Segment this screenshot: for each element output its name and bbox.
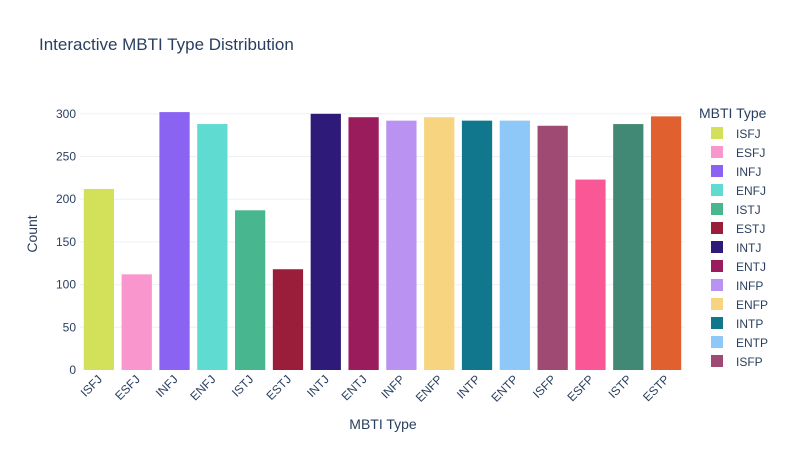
bar-esfp[interactable] <box>575 179 606 370</box>
bar-entp[interactable] <box>499 120 530 371</box>
x-ticks-layer: ISFJ ESFJ INFJ ENFJ ISTJ ESTJ INTJ ENTJ INFP ENFP… <box>78 372 673 405</box>
bar-esfj[interactable] <box>121 274 152 370</box>
y-tick-label: 0 <box>69 363 76 377</box>
x-tick-label: INTP <box>454 372 483 401</box>
legend-swatch <box>711 203 723 215</box>
x-tick-label: ENTJ <box>339 372 370 403</box>
legend: ISFJ ESFJ INFJ ENFJ ISTJ ESTJ INTJ ENTJ INFP ENFP… <box>711 127 768 369</box>
bar-infp[interactable] <box>386 120 417 371</box>
legend-label: ESTJ <box>736 222 765 236</box>
legend-label: INFP <box>736 279 763 293</box>
x-tick-label: ESTP <box>640 372 672 404</box>
legend-swatch <box>711 222 723 234</box>
legend-item-intp[interactable]: INTP <box>711 317 763 331</box>
legend-label: INTP <box>736 317 763 331</box>
x-tick-label: INFJ <box>153 372 181 400</box>
y-tick-label: 300 <box>56 107 76 121</box>
legend-swatch <box>711 317 723 329</box>
legend-item-estj[interactable]: ESTJ <box>711 222 765 236</box>
y-tick-label: 250 <box>56 150 76 164</box>
legend-item-intj[interactable]: INTJ <box>711 241 761 255</box>
legend-label: ISFJ <box>736 127 761 141</box>
bar-isfp[interactable] <box>537 125 568 370</box>
bar-intj[interactable] <box>310 113 341 371</box>
x-tick-label: ISTP <box>606 372 635 401</box>
x-tick-label: ESTJ <box>263 372 294 403</box>
bar-entj[interactable] <box>348 117 379 370</box>
legend-item-infp[interactable]: INFP <box>711 279 763 293</box>
x-tick-label: ENTP <box>488 372 521 405</box>
bar-estj[interactable] <box>272 269 304 370</box>
legend-swatch <box>711 298 723 310</box>
x-tick-label: INTJ <box>304 372 332 400</box>
bar-enfp[interactable] <box>424 117 455 370</box>
x-tick-label: ISFJ <box>78 372 105 399</box>
legend-item-istj[interactable]: ISTJ <box>711 203 761 217</box>
legend-item-enfj[interactable]: ENFJ <box>711 184 766 198</box>
legend-swatch <box>711 336 723 348</box>
legend-swatch <box>711 260 723 272</box>
y-tick-label: 50 <box>63 320 77 334</box>
legend-label: ESFJ <box>736 146 765 160</box>
legend-item-enfp[interactable]: ENFP <box>711 298 768 312</box>
legend-swatch <box>711 184 723 196</box>
legend-label: ENTJ <box>736 260 766 274</box>
x-tick-label: ENFP <box>413 372 446 405</box>
bar-istp[interactable] <box>613 124 644 370</box>
bar-istj[interactable] <box>235 210 266 370</box>
y-tick-label: 100 <box>56 278 76 292</box>
chart-title: Interactive MBTI Type Distribution <box>39 35 294 54</box>
legend-label: ENTP <box>736 336 768 350</box>
x-tick-label: ESFJ <box>112 372 143 403</box>
x-axis-label: MBTI Type <box>349 416 417 432</box>
legend-label: ENFP <box>736 298 768 312</box>
bar-infj[interactable] <box>159 112 190 370</box>
legend-swatch <box>711 241 723 253</box>
y-axis-label: Count <box>24 215 40 252</box>
bar-enfj[interactable] <box>197 124 228 370</box>
legend-item-infj[interactable]: INFJ <box>711 165 761 179</box>
legend-title: MBTI Type <box>699 105 767 121</box>
legend-item-esfj[interactable]: ESFJ <box>711 146 765 160</box>
legend-swatch <box>711 355 723 367</box>
legend-item-entp[interactable]: ENTP <box>711 336 768 350</box>
y-ticks-layer: 0 50 100 150 200 250 300 <box>56 107 76 377</box>
x-tick-label: INFP <box>378 372 407 401</box>
legend-label: ISTJ <box>736 203 761 217</box>
legend-label: ISFP <box>736 355 763 369</box>
legend-item-entj[interactable]: ENTJ <box>711 260 766 274</box>
legend-swatch <box>711 146 723 158</box>
y-tick-label: 150 <box>56 235 76 249</box>
bar-intp[interactable] <box>461 120 493 371</box>
x-tick-label: ISFP <box>530 372 559 401</box>
legend-label: INTJ <box>736 241 761 255</box>
legend-swatch <box>711 127 723 139</box>
legend-label: INFJ <box>736 165 761 179</box>
legend-swatch <box>711 279 723 291</box>
x-tick-label: ESFP <box>565 372 597 404</box>
bar-isfj[interactable] <box>83 188 115 370</box>
y-tick-label: 200 <box>56 192 76 206</box>
legend-label: ENFJ <box>736 184 766 198</box>
legend-swatch <box>711 165 723 177</box>
x-tick-label: ENFJ <box>187 372 218 403</box>
legend-item-isfj[interactable]: ISFJ <box>711 127 761 141</box>
x-tick-label: ISTJ <box>229 372 256 399</box>
legend-item-isfp[interactable]: ISFP <box>711 355 763 369</box>
bar-estp[interactable] <box>650 116 682 370</box>
bars-layer <box>83 112 682 371</box>
